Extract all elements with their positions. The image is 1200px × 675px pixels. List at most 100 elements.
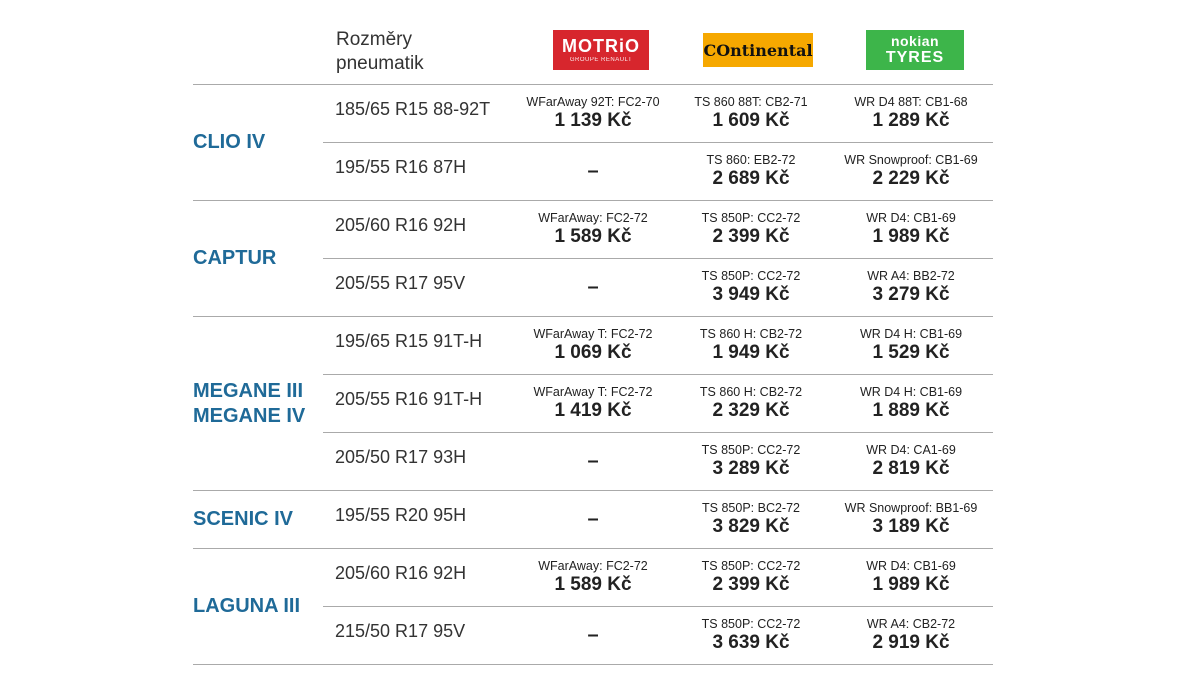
nokian-offer: WR D4: CB1-69 1 989 Kč (831, 549, 991, 606)
model-group: LAGUNA III 205/60 R16 92H WFarAway: FC2-72… (193, 548, 993, 665)
tire-size: 205/60 R16 92H (335, 563, 467, 583)
nokian-logo-line2: TYRES (885, 49, 945, 66)
tire-size: 205/50 R17 93H (335, 447, 467, 467)
nokian-offer: WR Snowproof: CB1-69 2 229 Kč (831, 143, 991, 200)
tire-price: 2 399 Kč (712, 226, 790, 247)
model-name-line: CLIO IV (193, 131, 266, 153)
tire-code: WR Snowproof: CB1-69 (844, 153, 978, 167)
tire-code: TS 850P: CC2-72 (701, 269, 801, 283)
tire-price: 2 329 Kč (712, 400, 790, 421)
model-name: LAGUNA III (193, 549, 333, 664)
tire-price: 3 279 Kč (872, 284, 950, 305)
tire-code: WFarAway T: FC2-72 (533, 385, 653, 399)
table-row: 195/55 R16 87H – TS 860: EB2-72 2 689 Kč WR … (323, 142, 993, 200)
tire-code: TS 850P: CC2-72 (701, 443, 801, 457)
motrio-offer: WFarAway: FC2-72 1 589 Kč (513, 201, 673, 258)
tire-price: 2 819 Kč (872, 458, 950, 479)
continental-offer: TS 860 H: CB2-72 1 949 Kč (671, 317, 831, 374)
nokian-offer: WR D4 H: CB1-69 1 529 Kč (831, 317, 991, 374)
model-name-line: MEGANE IV (193, 404, 306, 427)
tire-price: 1 589 Kč (554, 574, 632, 595)
tire-code: WR D4 88T: CB1-68 (854, 95, 968, 109)
tire-code: WR A4: BB2-72 (867, 269, 955, 283)
tire-code: WR D4: CB1-69 (866, 559, 956, 573)
tire-code: TS 850P: BC2-72 (702, 501, 800, 515)
tire-price: 1 989 Kč (872, 574, 950, 595)
continental-offer: TS 850P: CC2-72 3 639 Kč (671, 607, 831, 664)
continental-offer: TS 860 H: CB2-72 2 329 Kč (671, 375, 831, 432)
nokian-logo-line1: nokian (890, 33, 940, 49)
tire-price: 1 609 Kč (712, 110, 790, 131)
tire-price: 2 689 Kč (712, 168, 790, 189)
tire-price: 3 829 Kč (712, 516, 790, 537)
model-name: CAPTUR (193, 201, 333, 316)
tire-size: 185/65 R15 88-92T (335, 99, 491, 119)
motrio-offer: WFarAway 92T: FC2-70 1 139 Kč (513, 85, 673, 142)
motrio-logo-subtext: GROUPE RENAULT (569, 57, 633, 63)
continental-offer: TS 850P: CC2-72 3 949 Kč (671, 259, 831, 316)
nokian-offer: WR A4: CB2-72 2 919 Kč (831, 607, 991, 664)
tire-price: 1 589 Kč (554, 226, 632, 247)
tire-code: WR D4 H: CB1-69 (859, 327, 963, 341)
price-table: CLIO IV 185/65 R15 88-92T WFarAway 92T: FC… (193, 84, 993, 665)
table-row: 205/60 R16 92H WFarAway: FC2-72 1 589 Kč TS… (323, 549, 993, 606)
size-header-line1: Rozměry (336, 29, 413, 50)
tire-price: 3 289 Kč (712, 458, 790, 479)
tire-code: TS 860 88T: CB2-71 (694, 95, 808, 109)
size-header-line2: pneumatik (336, 53, 424, 74)
tire-code: TS 860 H: CB2-72 (699, 385, 803, 399)
model-group: CAPTUR 205/60 R16 92H WFarAway: FC2-72 1 58… (193, 200, 993, 316)
tire-price: 1 889 Kč (872, 400, 950, 421)
tire-price: 2 229 Kč (872, 168, 950, 189)
motrio-offer: WFarAway T: FC2-72 1 419 Kč (513, 375, 673, 432)
continental-offer: TS 850P: CC2-72 2 399 Kč (671, 201, 831, 258)
tire-size: 205/60 R16 92H (335, 215, 467, 235)
tire-code: WFarAway T: FC2-72 (533, 327, 653, 341)
not-available-dash: – (587, 450, 599, 472)
nokian-offer: WR D4: CB1-69 1 989 Kč (831, 201, 991, 258)
motrio-offer: WFarAway: FC2-72 1 589 Kč (513, 549, 673, 606)
motrio-offer: – (513, 491, 673, 548)
tire-code: TS 850P: CC2-72 (701, 559, 801, 573)
model-name: MEGANE III MEGANE IV (193, 317, 333, 490)
tire-price: 2 399 Kč (712, 574, 790, 595)
tire-code: TS 850P: CC2-72 (701, 211, 801, 225)
tire-size: 205/55 R17 95V (335, 273, 466, 293)
continental-offer: TS 850P: BC2-72 3 829 Kč (671, 491, 831, 548)
tire-size: 195/55 R20 95H (335, 505, 467, 525)
table-row: 185/65 R15 88-92T WFarAway 92T: FC2-70 1 1… (323, 85, 993, 142)
tire-price: 3 639 Kč (712, 632, 790, 653)
tire-price: 1 989 Kč (872, 226, 950, 247)
table-row: 205/55 R16 91T-H WFarAway T: FC2-72 1 419 … (323, 374, 993, 432)
not-available-dash: – (587, 276, 599, 298)
tire-price: 1 419 Kč (554, 400, 632, 421)
table-row: 195/65 R15 91T-H WFarAway T: FC2-72 1 069 … (323, 317, 993, 374)
motrio-offer: – (513, 143, 673, 200)
continental-offer: TS 850P: CC2-72 2 399 Kč (671, 549, 831, 606)
model-name-line: MEGANE III (193, 379, 304, 402)
model-group: SCENIC IV 195/55 R20 95H – TS 850P: BC2-72 3… (193, 490, 993, 548)
motrio-logo: MOTRiO GROUPE RENAULT (553, 30, 649, 70)
nokian-logo: nokian TYRES (866, 30, 964, 70)
not-available-dash: – (587, 508, 599, 530)
tire-size: 195/55 R16 87H (335, 157, 467, 177)
tire-price: 3 949 Kč (712, 284, 790, 305)
continental-offer: TS 850P: CC2-72 3 289 Kč (671, 433, 831, 490)
motrio-offer: WFarAway T: FC2-72 1 069 Kč (513, 317, 673, 374)
continental-logo-text: COntinental (703, 40, 813, 60)
tire-price: 1 949 Kč (712, 342, 790, 363)
tire-code: WFarAway 92T: FC2-70 (526, 95, 660, 109)
tire-code: TS 850P: CC2-72 (701, 617, 801, 631)
continental-offer: TS 860 88T: CB2-71 1 609 Kč (671, 85, 831, 142)
nokian-offer: WR D4 H: CB1-69 1 889 Kč (831, 375, 991, 432)
table-row: 205/50 R17 93H – TS 850P: CC2-72 3 289 Kč WR… (323, 432, 993, 490)
tire-code: WR D4 H: CB1-69 (859, 385, 963, 399)
tire-price: 1 069 Kč (554, 342, 632, 363)
tire-code: WFarAway: FC2-72 (538, 211, 648, 225)
tire-code: WR D4: CA1-69 (866, 443, 956, 457)
table-row: 195/55 R20 95H – TS 850P: BC2-72 3 829 Kč WR… (323, 491, 993, 548)
continental-logo: COntinental (703, 33, 813, 67)
model-name-line: CAPTUR (193, 247, 277, 269)
tire-code: WR A4: CB2-72 (866, 617, 956, 631)
tire-code: WR Snowproof: BB1-69 (844, 501, 978, 515)
